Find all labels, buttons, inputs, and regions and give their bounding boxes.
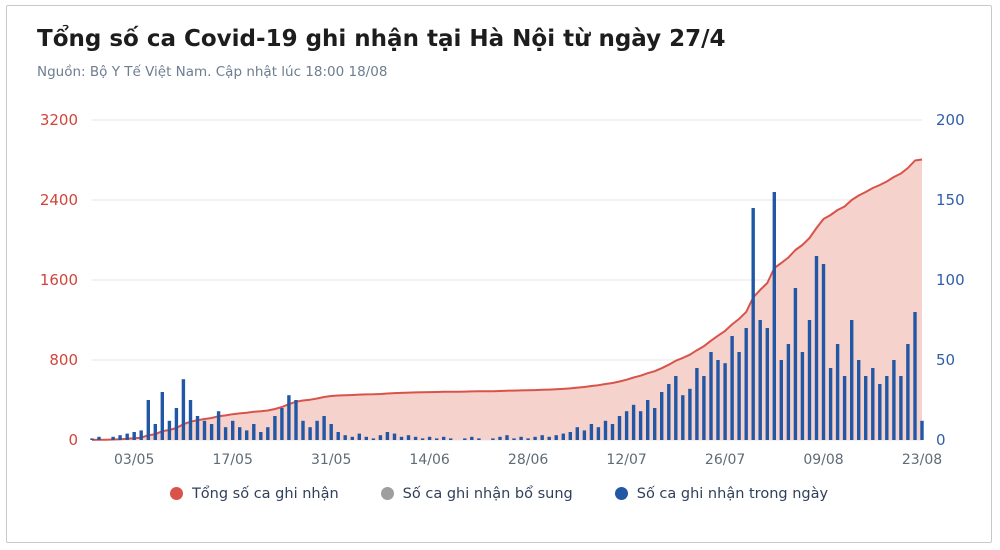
in-day-daily-bars xyxy=(90,191,924,440)
chart-subtitle: Nguồn: Bộ Y Tế Việt Nam. Cập nhật lúc 18… xyxy=(37,63,388,80)
right-axis-tick-label: 0 xyxy=(936,431,946,449)
x-axis-tick-label: 03/05 xyxy=(114,452,154,468)
chart-card: Tổng số ca Covid-19 ghi nhận tại Hà Nội … xyxy=(6,5,992,543)
right-axis-tick-label: 50 xyxy=(936,351,955,369)
left-axis-tick-label: 800 xyxy=(49,351,78,369)
x-axis-tick-label: 12/07 xyxy=(606,452,646,468)
legend-label-supplementary: Số ca ghi nhận bổ sung xyxy=(402,485,573,502)
x-axis-tick-label: 28/06 xyxy=(508,452,548,468)
legend-label-in-day: Số ca ghi nhận trong ngày xyxy=(636,485,829,502)
chart-plot-area: 0 0 800 50 1600 100 2400 150 3200 200 03/05 17/05 31… xyxy=(40,111,965,468)
left-axis-tick-label: 0 xyxy=(68,431,78,449)
legend-label-total-cumulative: Tổng số ca ghi nhận xyxy=(191,485,339,502)
x-axis-tick-label: 23/08 xyxy=(902,452,942,468)
left-axis-tick-label: 3200 xyxy=(40,111,78,129)
legend-item-total-cumulative[interactable]: Tổng số ca ghi nhận xyxy=(169,485,339,502)
left-axis-tick-label: 1600 xyxy=(40,271,78,289)
chart-title: Tổng số ca Covid-19 ghi nhận tại Hà Nội … xyxy=(37,26,726,52)
legend-item-in-day[interactable]: Số ca ghi nhận trong ngày xyxy=(614,485,829,502)
x-axis-tick-label: 14/06 xyxy=(409,452,449,468)
legend-marker-total-cumulative-icon xyxy=(169,487,183,501)
legend-marker-supplementary-icon xyxy=(380,487,394,501)
total-cumulative-line xyxy=(91,158,923,441)
x-axis-tick-label: 31/05 xyxy=(311,452,351,468)
right-axis-tick-label: 150 xyxy=(936,191,965,209)
right-axis-tick-label: 200 xyxy=(936,111,965,129)
x-axis-tick-label: 26/07 xyxy=(705,452,745,468)
x-axis-tick-label: 17/05 xyxy=(213,452,253,468)
chart-header: Tổng số ca Covid-19 ghi nhận tại Hà Nội … xyxy=(7,6,991,80)
total-cumulative-area xyxy=(92,159,922,440)
x-axis-tick-label: 09/08 xyxy=(803,452,843,468)
left-axis-tick-label: 2400 xyxy=(40,191,78,209)
legend-marker-in-day-icon xyxy=(614,487,628,501)
chart-legend: Tổng số ca ghi nhận Số ca ghi nhận bổ su… xyxy=(7,486,991,502)
right-axis-tick-label: 100 xyxy=(936,271,965,289)
legend-item-supplementary[interactable]: Số ca ghi nhận bổ sung xyxy=(380,485,573,502)
